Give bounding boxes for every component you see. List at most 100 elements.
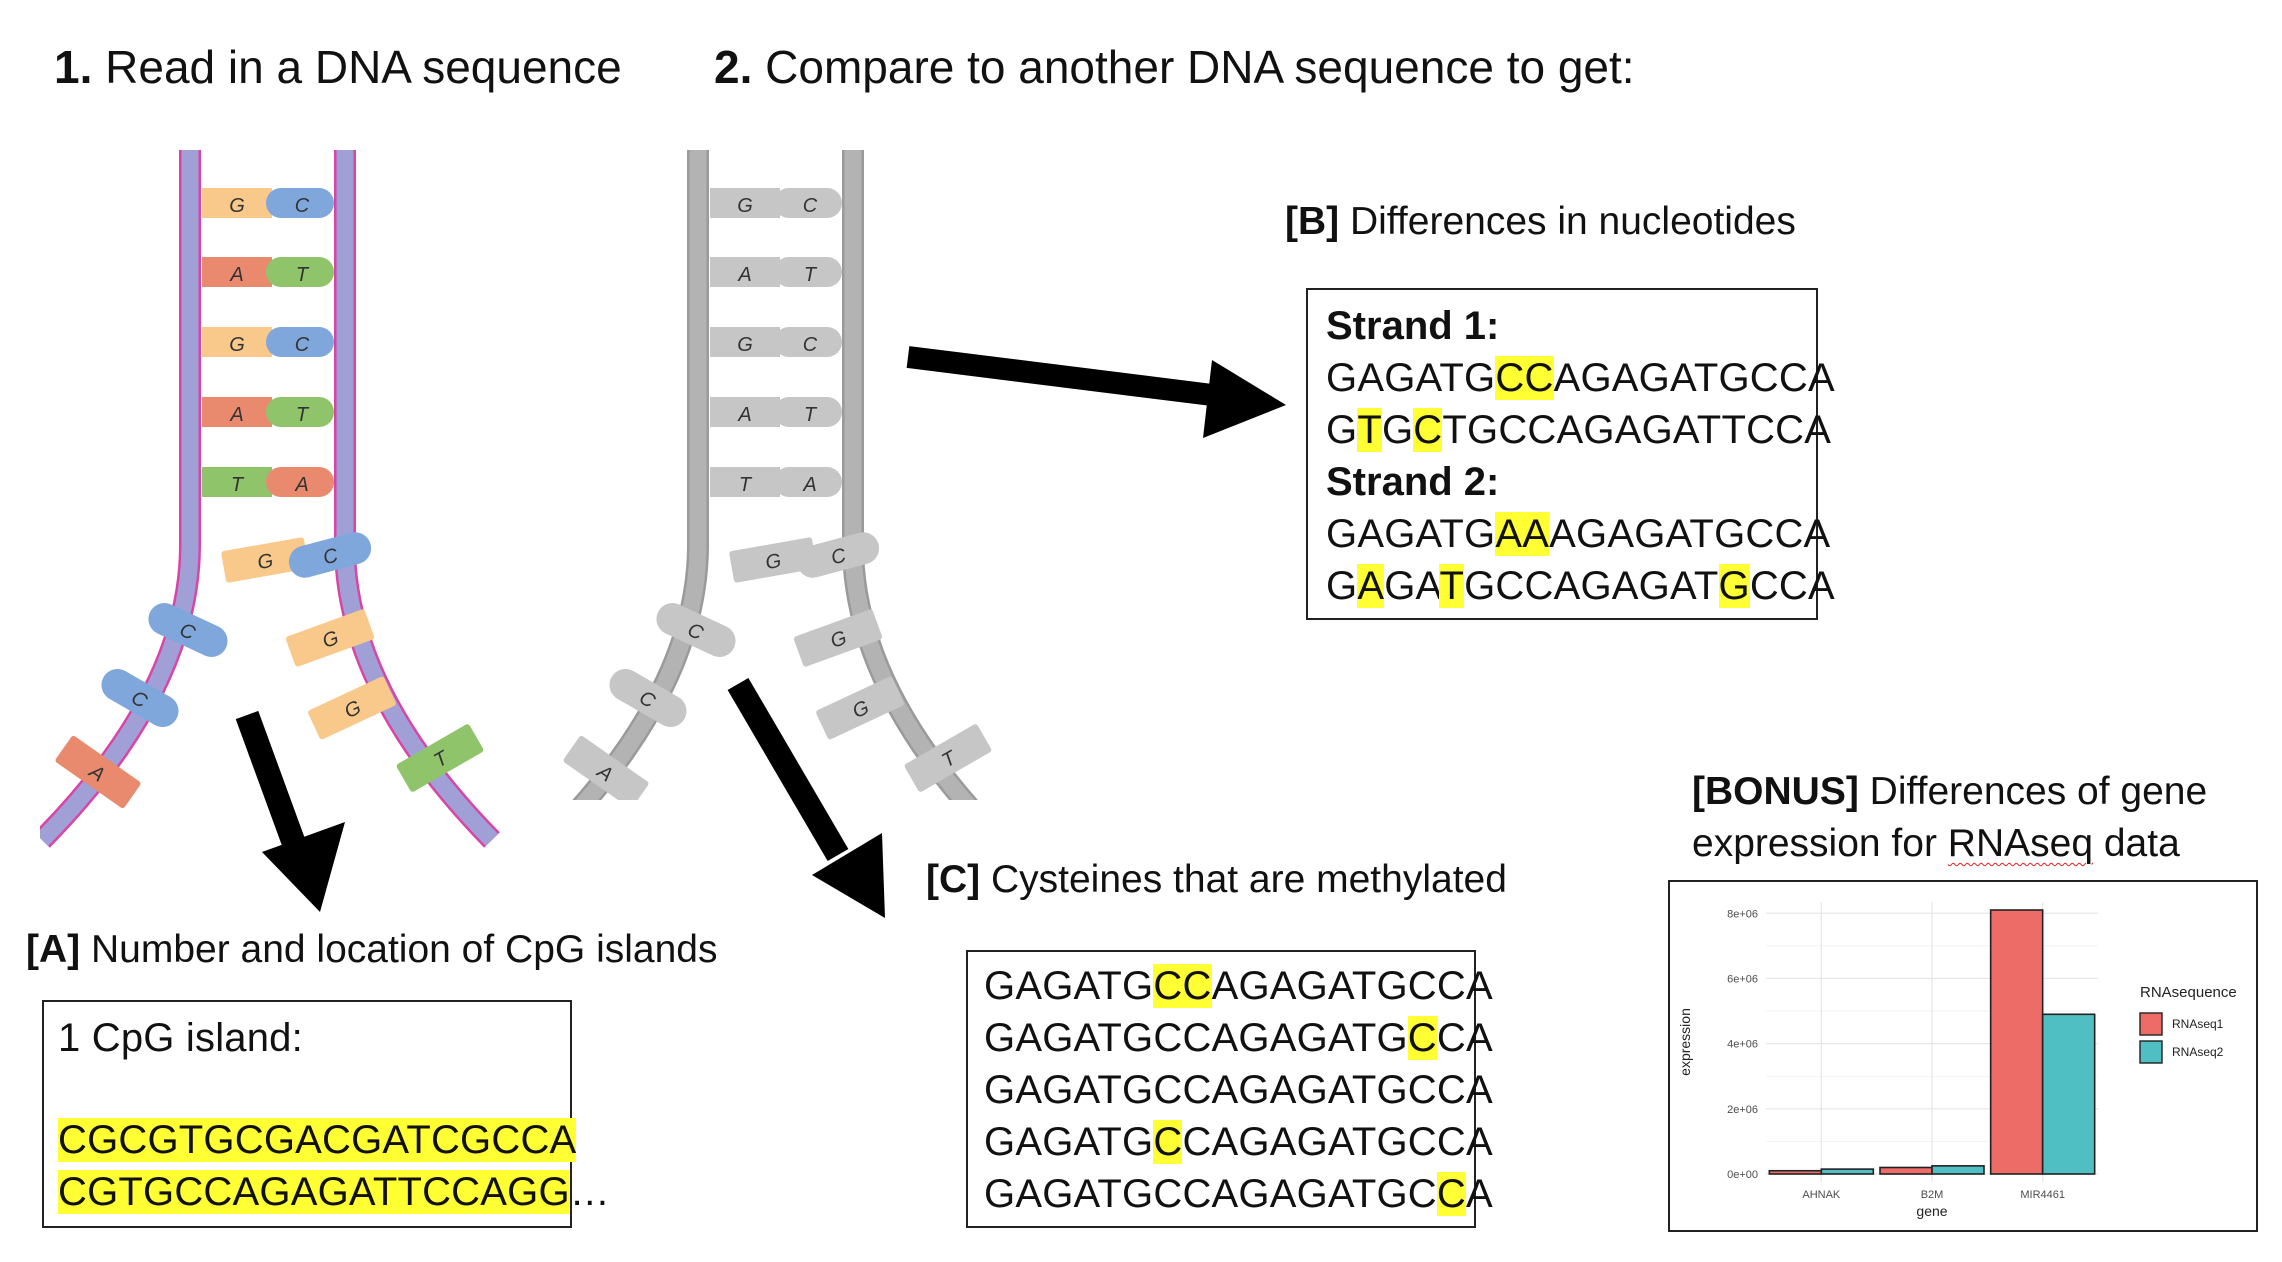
x-tick-label: B2M <box>1921 1189 1944 1201</box>
cpg-seq-line-2: CGTGCCAGAGATTCCAGG… <box>58 1170 610 1214</box>
base-letter: C <box>803 334 818 356</box>
base-shape <box>563 735 649 800</box>
step2-title: 2. Compare to another DNA sequence to ge… <box>714 41 1635 93</box>
base-left <box>202 397 272 427</box>
loose-base: C <box>148 603 228 657</box>
base-left <box>202 257 272 287</box>
section-c-label: [C] Cysteines that are methylated <box>926 858 1507 901</box>
loose-base: G <box>816 676 904 740</box>
base-right <box>774 257 842 287</box>
dna-helix-gray: G CA TG CA TT AG CC GC GAT <box>563 150 992 800</box>
highlighted-nucleotide: AA <box>1495 512 1550 556</box>
nucleotide-run: AGAGATGCCA <box>1553 356 1835 400</box>
base-right <box>266 327 334 357</box>
backbone-left-fill <box>40 150 199 846</box>
highlighted-nucleotide: CC <box>1153 964 1212 1008</box>
base-letter: C <box>803 195 818 217</box>
base-letter: C <box>829 544 849 569</box>
nucleotide-run: CA <box>1436 1016 1493 1060</box>
base-shape <box>221 537 309 583</box>
base-letter: A <box>229 264 243 286</box>
loose-base: G <box>729 537 817 583</box>
base-letter: G <box>764 550 783 574</box>
base-right <box>774 467 842 497</box>
arrow-to-b <box>906 346 1286 438</box>
nucleotide-run: G <box>1381 408 1414 452</box>
backbone-left-fill <box>575 150 707 800</box>
step1-title: 1. Read in a DNA sequence <box>54 41 622 93</box>
x-axis-label: gene <box>1916 1203 1947 1219</box>
base-right <box>774 327 842 357</box>
base-letter: G <box>229 195 245 217</box>
base-right <box>266 467 334 497</box>
base-shape <box>904 724 992 792</box>
bar <box>1931 1165 1985 1175</box>
loose-base: C <box>609 669 687 727</box>
base-right <box>266 397 334 427</box>
section-bonus-label: [BONUS] Differences of gene expression f… <box>1692 770 2208 865</box>
highlighted-nucleotide: T <box>1357 408 1382 452</box>
section-a-label: [A] Number and location of CpG islands <box>26 928 718 971</box>
expression-bar-chart: 0e+00 2e+06 4e+06 6e+06 8e+06 AHNAK B2M MIR4461… <box>1677 902 2237 1219</box>
loose-base: A <box>55 735 141 809</box>
base-left <box>710 467 780 497</box>
nucleotide-run: AGAGATGCCA <box>1549 512 1831 556</box>
base-shape <box>148 603 228 657</box>
base-letter: T <box>296 264 310 286</box>
base-shape <box>729 537 817 583</box>
loose-base: C <box>288 532 372 578</box>
nucleotide-run: GAGATGCCAGAGATG <box>984 1016 1408 1060</box>
nucleotide-run: G <box>1326 564 1358 608</box>
highlighted-nucleotide: CC <box>1495 356 1554 400</box>
nucleotide-run: GAGATG <box>984 964 1154 1008</box>
loose-base: C <box>101 669 179 727</box>
bonus-chart-box: 0e+00 2e+06 4e+06 6e+06 8e+06 AHNAK B2M MIR4461… <box>1668 880 2258 1232</box>
base-letter: A <box>737 404 751 426</box>
methyl-line: GAGATGCCAGAGATGCCA <box>984 1168 1493 1220</box>
bar <box>1879 1166 1933 1175</box>
highlighted-nucleotide: C <box>1413 408 1443 452</box>
base-letter: A <box>802 474 816 496</box>
nucleotide-run: GAGATG <box>1326 356 1496 400</box>
base-letter: T <box>804 404 818 426</box>
y-tick-label: 6e+06 <box>1727 973 1758 985</box>
base-letter: C <box>321 544 341 569</box>
strand2-line: GAGATGCCAGAGATGCCA <box>1326 560 1835 612</box>
base-right <box>774 188 842 218</box>
section-c-box: GAGATGCCAGAGATGCCA GAGATGCCAGAGATGCCA GA… <box>966 950 1493 1228</box>
legend-swatch <box>2139 1040 2163 1064</box>
nucleotide-run: GA <box>1384 564 1440 608</box>
base-shape <box>288 532 372 578</box>
base-letter: A <box>737 264 751 286</box>
bar <box>1989 909 2044 1175</box>
base-letter: T <box>739 474 753 496</box>
legend-label: RNAseq2 <box>2172 1045 2224 1059</box>
y-tick-label: 8e+06 <box>1727 908 1758 920</box>
nucleotide-run: A <box>1465 1172 1493 1216</box>
base-letter: C <box>295 195 310 217</box>
base-right <box>266 257 334 287</box>
base-shape <box>793 609 883 667</box>
nucleotide-run: GAGATGCCAGAGATGCCA <box>984 1068 1493 1112</box>
base-shape <box>816 676 904 740</box>
base-shape <box>796 532 880 578</box>
strand1-title: Strand 1: <box>1326 304 1500 348</box>
section-b-label: [B] Differences in nucleotides <box>1285 200 1796 243</box>
base-letter: A <box>229 404 243 426</box>
highlighted-nucleotide: A <box>1357 564 1385 608</box>
base-left <box>202 327 272 357</box>
strand2-title: Strand 2: <box>1326 460 1500 504</box>
legend-title: RNAsequence <box>2140 984 2237 1001</box>
base-shape <box>285 609 375 667</box>
base-letter: G <box>828 627 850 653</box>
bar <box>1820 1168 1875 1175</box>
y-axis-label: expression <box>1677 1008 1693 1076</box>
legend-swatch <box>2139 1012 2163 1036</box>
bar <box>1768 1169 1823 1175</box>
